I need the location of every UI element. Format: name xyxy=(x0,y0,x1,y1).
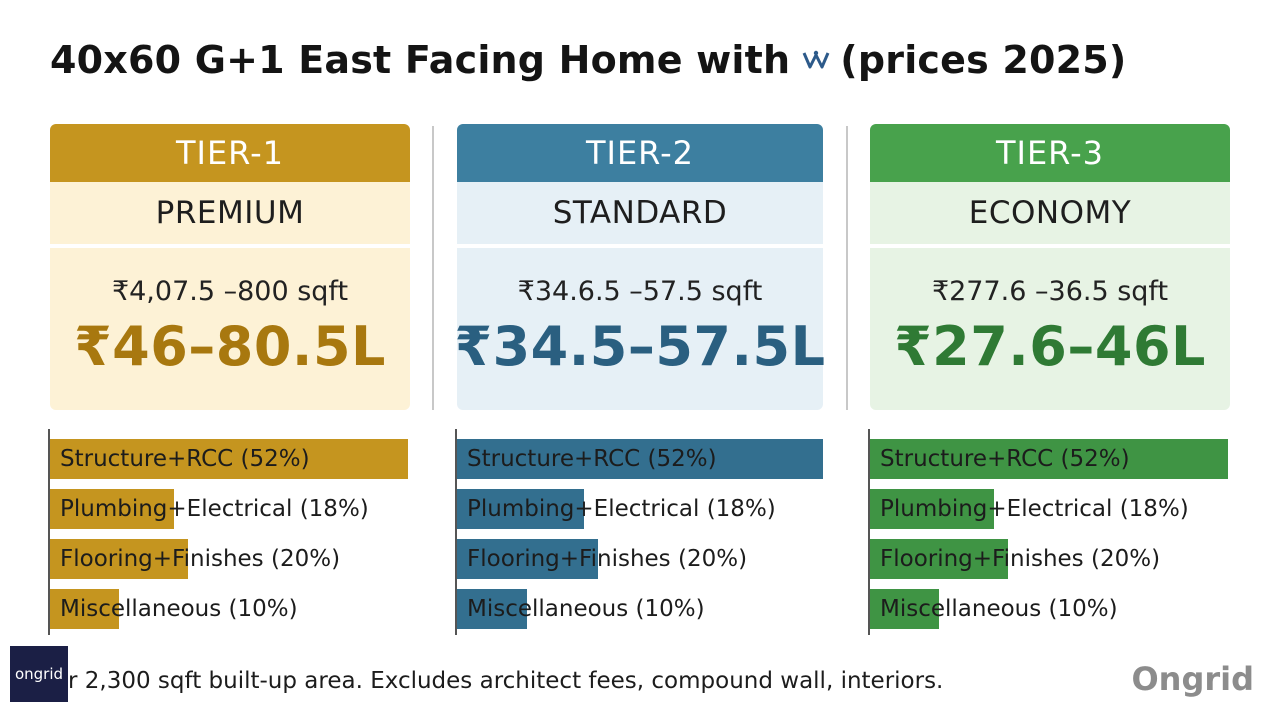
tier-level: STANDARD xyxy=(457,182,823,244)
breakdown-label: Miscellaneous (10%) xyxy=(60,596,298,622)
breakdown-bar xyxy=(457,439,823,479)
tier-card: TIER-2 STANDARD ₹34.6.5 –57.5 sqft ₹34.5… xyxy=(454,124,826,410)
breakdown-label: Plumbing+Electrical (18%) xyxy=(467,496,776,522)
tier-header: TIER-1 xyxy=(50,124,410,182)
breakdown-row: Flooring+Finishes (20%) xyxy=(50,539,408,579)
breakdown-label: Flooring+Finishes (20%) xyxy=(467,546,748,572)
page-title: 40x60 G+1 East Facing Home with (prices … xyxy=(50,38,1127,82)
breakdown-row: Structure+RCC (52%) xyxy=(50,439,408,479)
breakdown-label: Miscellaneous (10%) xyxy=(467,596,705,622)
title-text: 40x60 G+1 East Facing Home with xyxy=(50,38,791,82)
breakdown-label: Miscellaneous (10%) xyxy=(880,596,1118,622)
breakdown-label: Plumbing+Electrical (18%) xyxy=(880,496,1189,522)
tier-level: PREMIUM xyxy=(50,182,410,244)
breakdown-bar xyxy=(870,439,1228,479)
cost-breakdown-chart: Structure+RCC (52%) Plumbing+Electrical (… xyxy=(455,429,823,635)
cost-breakdown-chart: Structure+RCC (52%) Plumbing+Electrical (… xyxy=(868,429,1228,635)
column-divider xyxy=(432,126,434,410)
emblem-icon xyxy=(802,50,830,69)
breakdown-label: Structure+RCC (52%) xyxy=(880,446,1130,472)
breakdown-bar xyxy=(457,489,584,529)
breakdown-bar xyxy=(50,589,119,629)
breakdown-bar xyxy=(457,589,527,629)
breakdown-row: Structure+RCC (52%) xyxy=(870,439,1228,479)
breakdown-bar xyxy=(50,439,408,479)
breakdown-row: Flooring+Finishes (20%) xyxy=(870,539,1228,579)
breakdown-row: Miscellaneous (10%) xyxy=(870,589,1228,629)
tier-price-panel: ₹34.6.5 –57.5 sqft ₹34.5–57.5L xyxy=(454,248,826,410)
tier-rate: ₹277.6 –36.5 sqft xyxy=(931,276,1169,307)
breakdown-label: Plumbing+Electrical (18%) xyxy=(60,496,369,522)
tier-level: ECONOMY xyxy=(870,182,1230,244)
breakdown-bar xyxy=(457,539,598,579)
column-divider xyxy=(846,126,848,410)
breakdown-label: Flooring+Finishes (20%) xyxy=(60,546,341,572)
breakdown-bar xyxy=(870,489,994,529)
breakdown-bar xyxy=(50,489,174,529)
breakdown-axis xyxy=(868,429,870,635)
brand-logo-left: ongrid xyxy=(10,646,68,702)
breakdown-row: Miscellaneous (10%) xyxy=(457,589,823,629)
tier-total: ₹46–80.5L xyxy=(74,315,386,378)
breakdown-bar xyxy=(870,539,1008,579)
tier-header: TIER-3 xyxy=(870,124,1230,182)
breakdown-row: Flooring+Finishes (20%) xyxy=(457,539,823,579)
breakdown-axis xyxy=(48,429,50,635)
title-suffix: (prices 2025) xyxy=(840,38,1127,82)
breakdown-bar xyxy=(870,589,939,629)
breakdown-label: Structure+RCC (52%) xyxy=(60,446,310,472)
tier-rate: ₹34.6.5 –57.5 sqft xyxy=(517,276,763,307)
breakdown-row: Plumbing+Electrical (18%) xyxy=(50,489,408,529)
tier-total: ₹27.6–46L xyxy=(894,315,1206,378)
breakdown-row: Plumbing+Electrical (18%) xyxy=(870,489,1228,529)
breakdown-axis xyxy=(455,429,457,635)
tier-card: TIER-3 ECONOMY ₹277.6 –36.5 sqft ₹27.6–4… xyxy=(870,124,1230,410)
tier-rate: ₹4,07.5 –800 sqft xyxy=(111,276,349,307)
breakdown-row: Plumbing+Electrical (18%) xyxy=(457,489,823,529)
tier-header: TIER-2 xyxy=(457,124,823,182)
cost-breakdown-chart: Structure+RCC (52%) Plumbing+Electrical (… xyxy=(48,429,408,635)
tier-price-panel: ₹277.6 –36.5 sqft ₹27.6–46L xyxy=(870,248,1230,410)
breakdown-bar xyxy=(50,539,188,579)
tier-card: TIER-1 PREMIUM ₹4,07.5 –800 sqft ₹46–80.… xyxy=(50,124,410,410)
tier-price-panel: ₹4,07.5 –800 sqft ₹46–80.5L xyxy=(50,248,410,410)
breakdown-row: Miscellaneous (10%) xyxy=(50,589,408,629)
footnote: r 2,300 sqft built-up area. Excludes arc… xyxy=(68,668,944,694)
breakdown-label: Flooring+Finishes (20%) xyxy=(880,546,1161,572)
breakdown-row: Structure+RCC (52%) xyxy=(457,439,823,479)
breakdown-label: Structure+RCC (52%) xyxy=(467,446,717,472)
brand-logo-right: Ongrid xyxy=(1131,660,1254,698)
tier-total: ₹34.5–57.5L xyxy=(454,315,826,378)
